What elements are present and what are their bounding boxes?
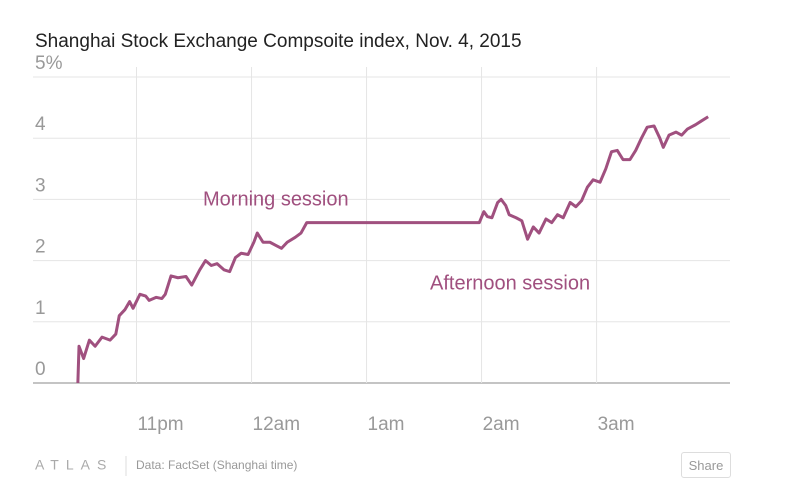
line [76, 115, 709, 384]
y-tick-label: 3 [35, 175, 46, 196]
source: Data: FactSet (Shanghai time) [136, 458, 297, 472]
y-tick-label: 5% [35, 53, 63, 74]
y-tick-label: 2 [35, 237, 46, 258]
share-button[interactable]: Share [681, 452, 731, 478]
annotation: Afternoon session [430, 272, 590, 294]
chart-title: Shanghai Stock Exchange Compsoite index,… [35, 31, 522, 52]
x-tick-label: 3am [598, 414, 635, 435]
x-tick-label: 12am [253, 414, 301, 435]
x-tick-label: 11pm [138, 414, 184, 435]
y-tick-label: 0 [35, 359, 46, 380]
annotation: Morning session [203, 188, 349, 210]
y-tick-label: 1 [35, 298, 46, 319]
x-tick-label: 1am [368, 414, 405, 435]
x-tick-label: 2am [483, 414, 520, 435]
y-tick-label: 4 [35, 114, 46, 135]
logo: ATLAS [35, 457, 113, 473]
